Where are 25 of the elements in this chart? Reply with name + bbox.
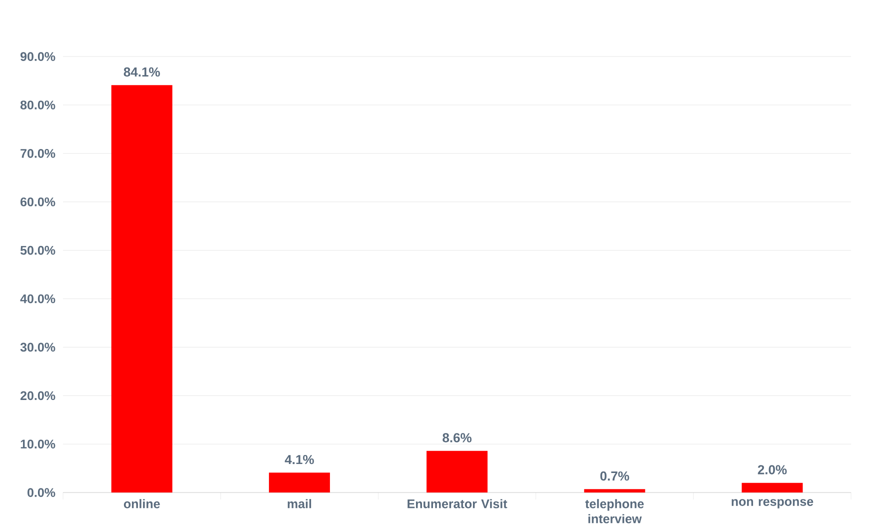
x-tick-label: telephone interview xyxy=(585,499,644,524)
x-tick-label: online xyxy=(124,499,160,508)
bar xyxy=(426,450,488,493)
data-label: 4.1% xyxy=(284,454,314,464)
y-tick-label: 0.0% xyxy=(28,488,56,497)
y-tick-label: 30.0% xyxy=(20,342,56,352)
data-label: 2.0% xyxy=(758,465,787,474)
data-label: 8.6% xyxy=(442,433,472,442)
bar xyxy=(111,85,172,493)
x-tick-label: non response xyxy=(732,499,814,508)
data-label: 0.7% xyxy=(600,471,630,481)
x-tick-label: Enumerator Visit xyxy=(408,499,508,508)
y-tick-label: 50.0% xyxy=(20,246,56,255)
y-tick-label: 90.0% xyxy=(20,52,56,61)
bar xyxy=(584,489,646,493)
y-tick-label: 80.0% xyxy=(20,100,56,110)
data-label: 84.1% xyxy=(124,67,160,77)
y-tick-label: 10.0% xyxy=(20,440,56,449)
x-tick-label: mail xyxy=(288,499,312,508)
y-tick-label: 60.0% xyxy=(20,197,56,206)
y-tick-label: 40.0% xyxy=(20,294,56,304)
y-tick-label: 70.0% xyxy=(20,149,56,158)
bar xyxy=(742,482,803,493)
bar xyxy=(268,472,330,493)
y-tick-label: 20.0% xyxy=(20,391,56,400)
